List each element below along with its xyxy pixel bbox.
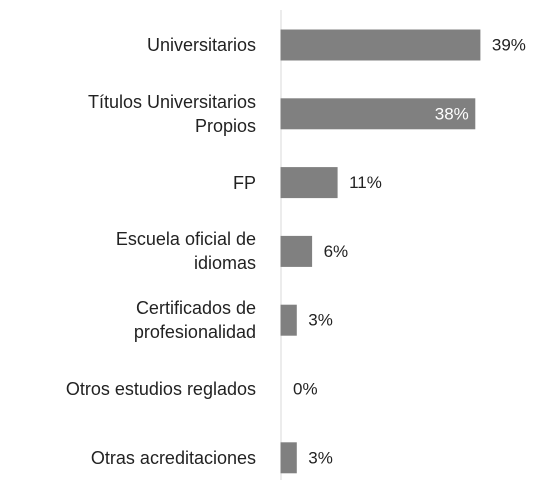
value-label: 39% [492,35,526,54]
bar [280,442,297,474]
value-label: 6% [324,242,349,261]
value-label: 38% [435,104,469,123]
category-label: Certificados de profesionalidad [133,298,256,343]
value-label: 11% [349,173,382,192]
bar [280,29,481,61]
category-label: Universitarios [146,35,256,55]
value-label: 3% [308,448,333,467]
category-label: FP [232,172,256,193]
bar [280,235,313,267]
value-label: 0% [293,379,318,398]
bar [280,167,338,199]
category-label: Títulos Universitarios Propios [87,91,256,136]
value-label: 3% [308,311,333,330]
bar [280,304,297,336]
bar [280,98,476,130]
category-label: Otras acreditaciones [90,447,256,468]
category-label: Escuela oficial de idiomas [115,229,256,274]
category-label: Otros estudios reglados [65,379,256,399]
